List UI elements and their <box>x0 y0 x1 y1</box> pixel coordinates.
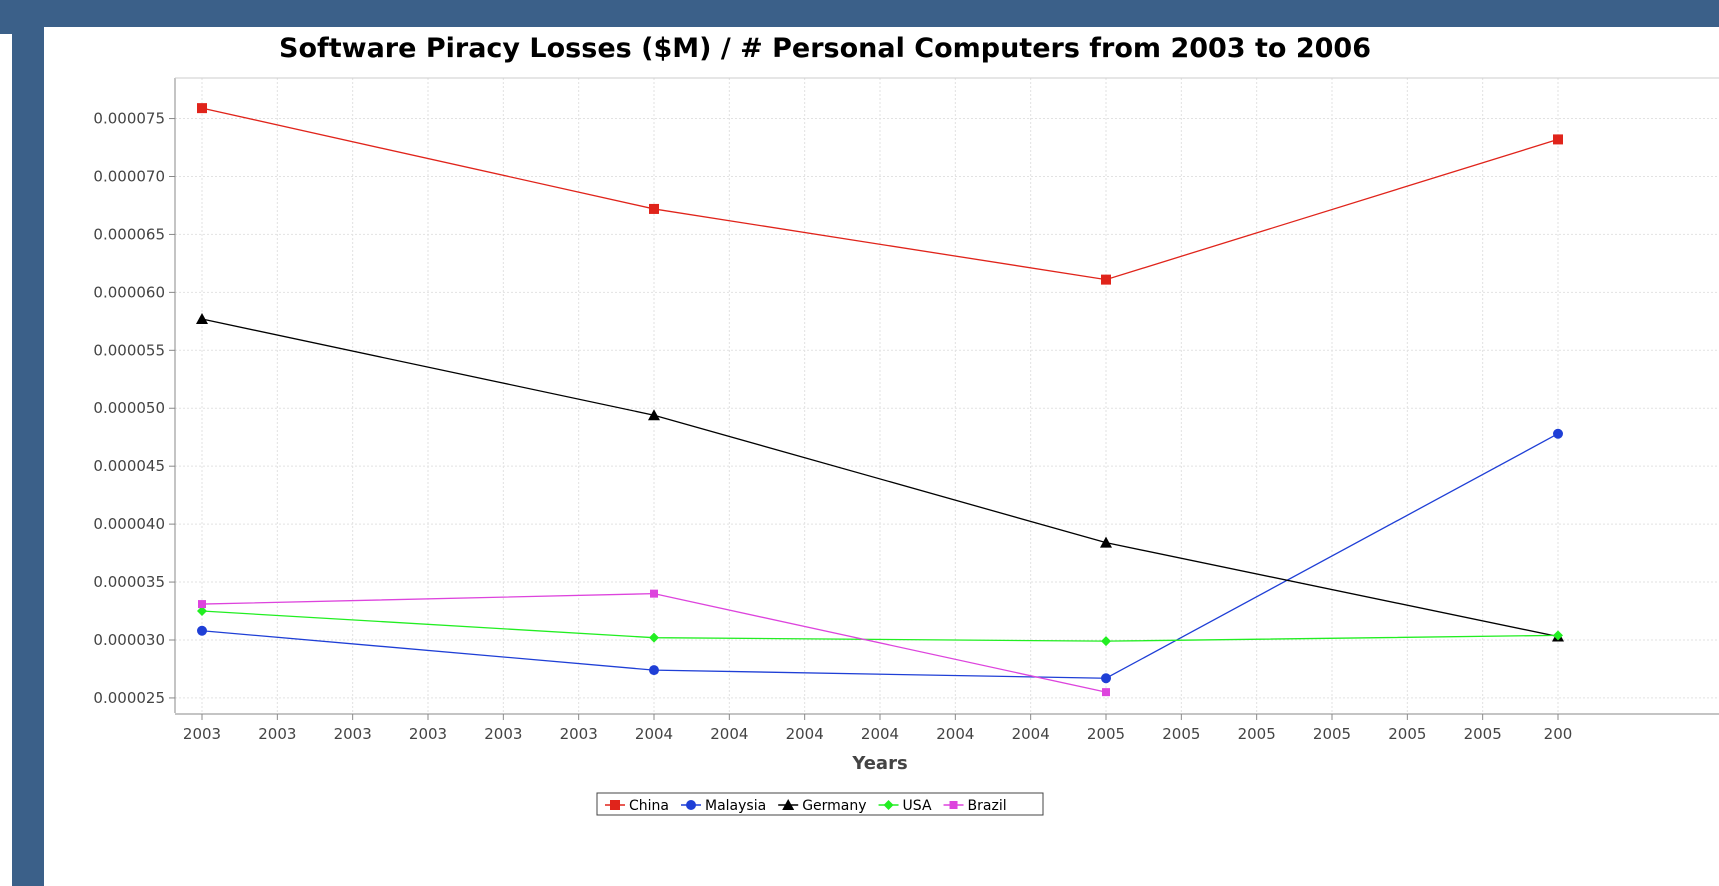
x-tick-label: 2004 <box>786 725 824 743</box>
data-point-china <box>1101 274 1111 285</box>
x-tick-label: 2003 <box>409 725 447 743</box>
series-markers <box>196 103 1564 697</box>
x-tick-label: 2005 <box>1162 725 1200 743</box>
data-point-usa <box>1553 630 1563 641</box>
x-tick-label: 2005 <box>1087 725 1125 743</box>
x-tick-label: 2003 <box>334 725 372 743</box>
x-tick-label: 2005 <box>1238 725 1276 743</box>
y-tick-label: 0.000060 <box>93 283 165 301</box>
legend-item-brazil: Brazil <box>943 798 1007 814</box>
x-tick-label: 2004 <box>936 725 974 743</box>
y-tick-label: 0.000030 <box>93 631 165 649</box>
x-tick-label: 2003 <box>484 725 522 743</box>
y-tick-label: 0.000065 <box>93 225 165 243</box>
data-point-brazil <box>1102 688 1110 697</box>
y-tick-label: 0.000055 <box>93 341 165 359</box>
data-point-malaysia <box>649 665 659 676</box>
series-line-china <box>201 107 1559 281</box>
data-point-brazil <box>650 589 658 598</box>
legend-marker <box>782 799 795 810</box>
data-point-malaysia <box>1553 428 1563 439</box>
data-point-germany <box>1100 536 1112 548</box>
plot-border <box>174 77 1719 715</box>
legend-item-usa: USA <box>878 798 932 814</box>
data-point-germany <box>648 409 660 421</box>
legend-marker <box>883 800 894 810</box>
data-point-usa <box>197 606 207 617</box>
x-axis-label: Years <box>851 753 907 774</box>
series-line-germany <box>201 318 1559 638</box>
legend-label: Malaysia <box>705 798 766 814</box>
data-point-usa <box>649 632 659 643</box>
legend-box <box>596 792 1044 816</box>
legend: China Malaysia Germany USA Brazil <box>596 792 1044 816</box>
x-axis-ticks: 2003 2003 2003 2003 2003 2003 2004 2004 2004 2004… <box>183 714 1572 743</box>
data-point-china <box>197 103 207 114</box>
x-tick-label: 2004 <box>635 725 673 743</box>
gridlines <box>175 78 1719 713</box>
y-axis-ticks: 0.000075 0.000070 0.000065 0.000060 0.000055… <box>93 110 175 707</box>
chart-panel <box>44 27 1719 886</box>
y-tick-label: 0.000045 <box>93 457 165 475</box>
y-tick-label: 0.000025 <box>93 689 165 707</box>
x-tick-label: 2005 <box>1388 725 1426 743</box>
x-tick-label: 200 <box>1544 725 1573 743</box>
y-tick-label: 0.000070 <box>93 167 165 185</box>
series-line-usa <box>201 610 1559 642</box>
legend-label: China <box>629 798 669 814</box>
x-tick-label: 2003 <box>560 725 598 743</box>
y-tick-label: 0.000050 <box>93 399 165 417</box>
x-tick-label: 2004 <box>710 725 748 743</box>
legend-item-malaysia: Malaysia <box>681 798 766 814</box>
x-tick-label: 2005 <box>1464 725 1502 743</box>
data-point-usa <box>1101 636 1111 647</box>
window-edge <box>0 34 12 886</box>
legend-marker <box>610 800 620 810</box>
legend-item-germany: Germany <box>778 798 867 814</box>
x-tick-label: 2003 <box>183 725 221 743</box>
legend-label: Brazil <box>968 798 1007 814</box>
data-point-china <box>649 203 659 214</box>
y-tick-label: 0.000075 <box>93 110 165 128</box>
legend-marker <box>949 801 958 809</box>
data-point-malaysia <box>1101 673 1111 684</box>
data-point-china <box>1553 134 1563 145</box>
x-tick-label: 2005 <box>1313 725 1351 743</box>
legend-marker <box>686 800 696 810</box>
chart-title: Software Piracy Losses ($M) / # Personal… <box>279 33 1371 64</box>
legend-label: USA <box>903 798 932 814</box>
data-point-brazil <box>198 600 206 609</box>
x-tick-label: 2004 <box>1012 725 1050 743</box>
x-tick-label: 2003 <box>258 725 296 743</box>
y-tick-label: 0.000035 <box>93 573 165 591</box>
data-point-malaysia <box>197 625 207 636</box>
data-point-germany <box>196 313 208 325</box>
x-tick-label: 2004 <box>861 725 899 743</box>
legend-item-china: China <box>605 798 669 814</box>
legend-label: Germany <box>802 798 866 814</box>
series-line-malaysia <box>201 433 1559 679</box>
y-tick-label: 0.000040 <box>93 515 165 533</box>
